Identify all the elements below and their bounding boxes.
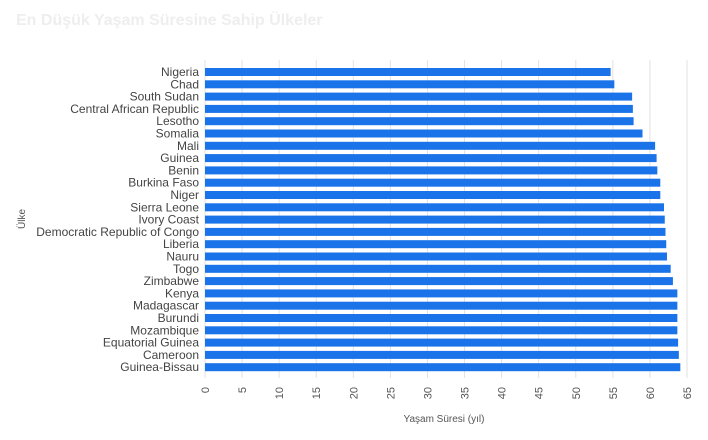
category-label: Democratic Republic of Congo [36,225,199,239]
x-tick-label: 65 [682,387,694,399]
category-label: Equatorial Guinea [103,336,199,350]
x-tick-label: 10 [274,387,286,399]
x-tick-label: 35 [460,387,472,399]
bar[interactable] [205,117,634,126]
x-tick-label: 60 [645,387,657,399]
x-tick-label: 0 [200,387,212,393]
chart-title: En Düşük Yaşam Süresine Sahip Ülkeler [16,12,323,29]
x-tick-label: 30 [422,387,434,399]
x-tick-label: 20 [348,387,360,399]
category-label: South Sudan [130,90,199,104]
bar[interactable] [205,314,678,322]
bar[interactable] [205,264,671,273]
bar[interactable] [205,277,673,286]
category-label: Cameroon [143,348,199,362]
category-label: Burkina Faso [128,176,199,190]
category-label: Chad [170,77,199,91]
bar[interactable] [205,350,679,359]
category-label: Mozambique [130,323,199,337]
category-label: Burundi [158,311,199,325]
bar[interactable] [205,166,658,175]
category-label: Nauru [166,250,199,264]
bar[interactable] [205,252,667,261]
bar[interactable] [205,154,657,163]
category-label: Zimbabwe [144,274,200,288]
y-axis-title: Ülke [16,209,28,229]
bar[interactable] [205,363,681,372]
bar[interactable] [205,203,665,212]
bar[interactable] [205,141,656,150]
category-label: Nigeria [161,65,199,79]
x-tick-label: 25 [385,387,397,399]
bar[interactable] [205,68,611,76]
category-label: Ivory Coast [138,213,199,227]
x-axis-title: Yaşam Süresi (yıl) [404,414,485,425]
x-tick-label: 55 [608,387,620,399]
category-label: Madagascar [133,299,199,313]
bar[interactable] [205,104,633,113]
category-label: Guinea-Bissau [120,360,199,374]
category-label: Guinea [160,151,199,165]
category-label: Somalia [156,127,200,141]
bar[interactable] [205,301,678,310]
bar[interactable] [205,191,661,199]
category-label: Liberia [163,237,199,251]
x-tick-label: 5 [237,387,249,393]
bar[interactable] [205,227,666,236]
bar[interactable] [205,338,679,347]
category-label: Kenya [165,286,199,300]
bar[interactable] [205,326,678,335]
bar[interactable] [205,129,643,138]
category-label: Benin [168,163,199,177]
category-label: Lesotho [156,114,199,128]
bar[interactable] [205,178,661,187]
bar[interactable] [205,289,678,298]
category-label: Central African Republic [70,102,199,116]
bar[interactable] [205,80,615,89]
x-tick-label: 50 [571,387,583,399]
x-tick-label: 45 [534,387,546,399]
bar[interactable] [205,240,667,249]
x-tick-label: 40 [497,387,509,399]
category-label: Togo [173,262,199,276]
bar[interactable] [205,215,665,224]
category-label: Sierra Leone [130,200,199,214]
category-label: Niger [170,188,199,202]
category-label: Mali [177,139,199,153]
x-tick-label: 15 [311,387,323,399]
bar[interactable] [205,92,633,101]
